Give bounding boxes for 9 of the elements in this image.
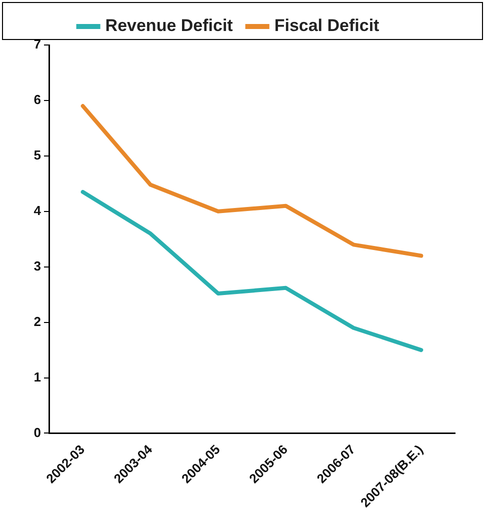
y-tick-label: 3: [34, 258, 41, 274]
y-tick-label: 1: [34, 369, 41, 384]
y-tick-label: 4: [34, 202, 42, 218]
y-tick-label: 6: [34, 92, 41, 108]
legend-label: Revenue Deficit: [105, 16, 234, 36]
legend-label: Fiscal Deficit: [274, 16, 380, 36]
y-tick-label: 2: [34, 314, 41, 329]
y-tick-label: 5: [34, 148, 41, 162]
y-tick-label: 0: [34, 424, 41, 440]
